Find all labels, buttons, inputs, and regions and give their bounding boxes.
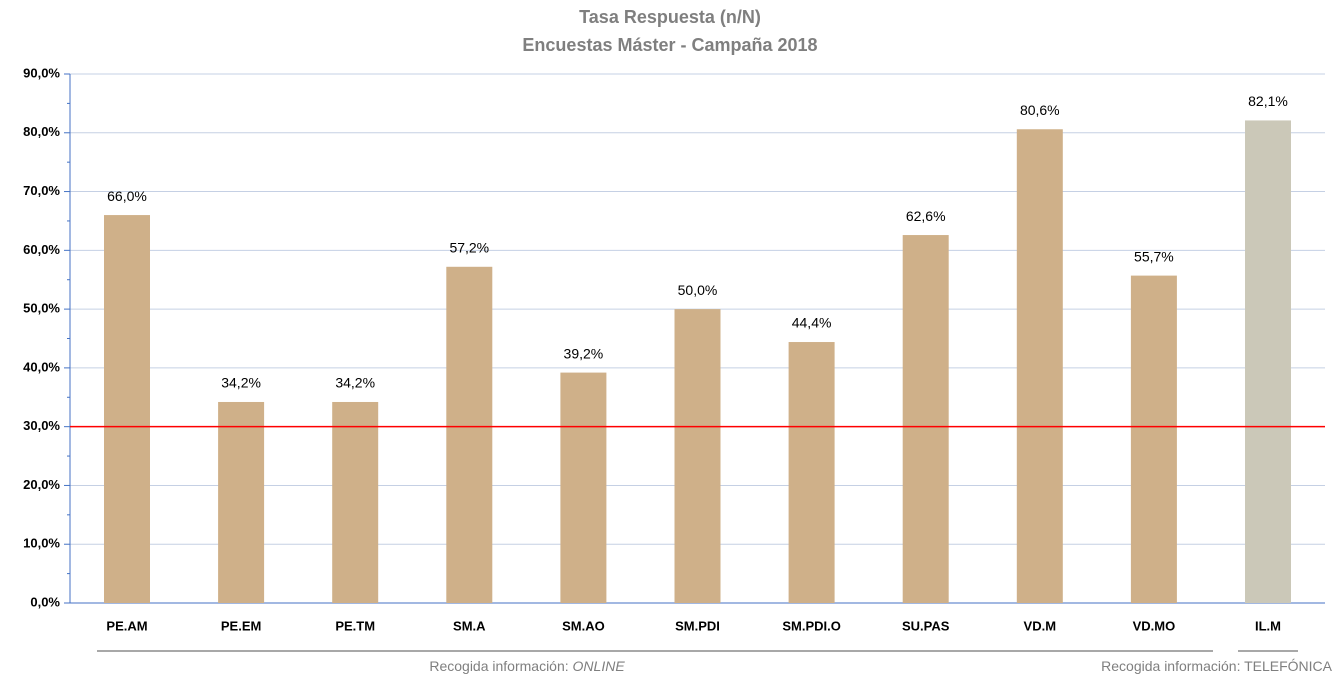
bar: [902, 235, 949, 603]
bar: [560, 372, 607, 603]
y-tick-label: 90,0%: [23, 65, 60, 80]
y-tick-label: 0,0%: [30, 594, 60, 609]
chart-title: Tasa Respuesta (n/N): [579, 7, 761, 27]
x-tick-label: PE.TM: [335, 618, 375, 633]
x-tick-label: SM.A: [453, 618, 486, 633]
y-tick-label: 20,0%: [23, 477, 60, 492]
group-label-text: Recogida información:: [1101, 658, 1240, 674]
data-label: 80,6%: [1020, 102, 1060, 118]
data-label: 44,4%: [792, 315, 832, 331]
data-label: 55,7%: [1134, 248, 1174, 264]
bar: [1245, 120, 1291, 603]
x-tick-label: IL.M: [1255, 618, 1281, 633]
group-label: Recogida información: TELEFÓNICA: [1101, 658, 1333, 674]
data-label: 62,6%: [906, 208, 946, 224]
data-label: 34,2%: [221, 375, 261, 391]
y-tick-label: 10,0%: [23, 536, 60, 551]
data-label: 66,0%: [107, 188, 147, 204]
x-tick-label: SU.PAS: [902, 618, 950, 633]
x-tick-label: PE.EM: [221, 618, 261, 633]
bar: [1016, 129, 1063, 604]
bar: [1130, 275, 1177, 603]
group-label-text: Recogida información:: [429, 658, 568, 674]
x-tick-label: SM.PDI: [675, 618, 720, 633]
y-tick-label: 80,0%: [23, 124, 60, 139]
y-tick-label: 60,0%: [23, 242, 60, 257]
bar: [446, 266, 493, 603]
x-tick-label: PE.AM: [106, 618, 147, 633]
bar: [674, 309, 721, 603]
data-label: 82,1%: [1248, 93, 1288, 109]
bar: [104, 215, 150, 604]
y-tick-label: 40,0%: [23, 359, 60, 374]
data-label: 50,0%: [678, 282, 718, 298]
group-method: ONLINE: [573, 658, 626, 674]
data-label: 39,2%: [564, 345, 604, 361]
data-label: 34,2%: [335, 375, 375, 391]
y-tick-label: 30,0%: [23, 418, 60, 433]
x-tick-label: SM.PDI.O: [782, 618, 841, 633]
x-tick-label: SM.AO: [562, 618, 605, 633]
x-tick-label: VD.MO: [1133, 618, 1176, 633]
bar: [218, 401, 265, 603]
y-tick-label: 70,0%: [23, 183, 60, 198]
bar: [788, 342, 835, 603]
group-method: TELEFÓNICA: [1244, 658, 1333, 674]
x-tick-label: VD.M: [1024, 618, 1057, 633]
y-tick-label: 50,0%: [23, 301, 60, 316]
data-label: 57,2%: [449, 239, 489, 255]
group-label: Recogida información: ONLINE: [429, 658, 625, 674]
chart-subtitle: Encuestas Máster - Campaña 2018: [522, 35, 817, 55]
bar: [332, 401, 379, 603]
